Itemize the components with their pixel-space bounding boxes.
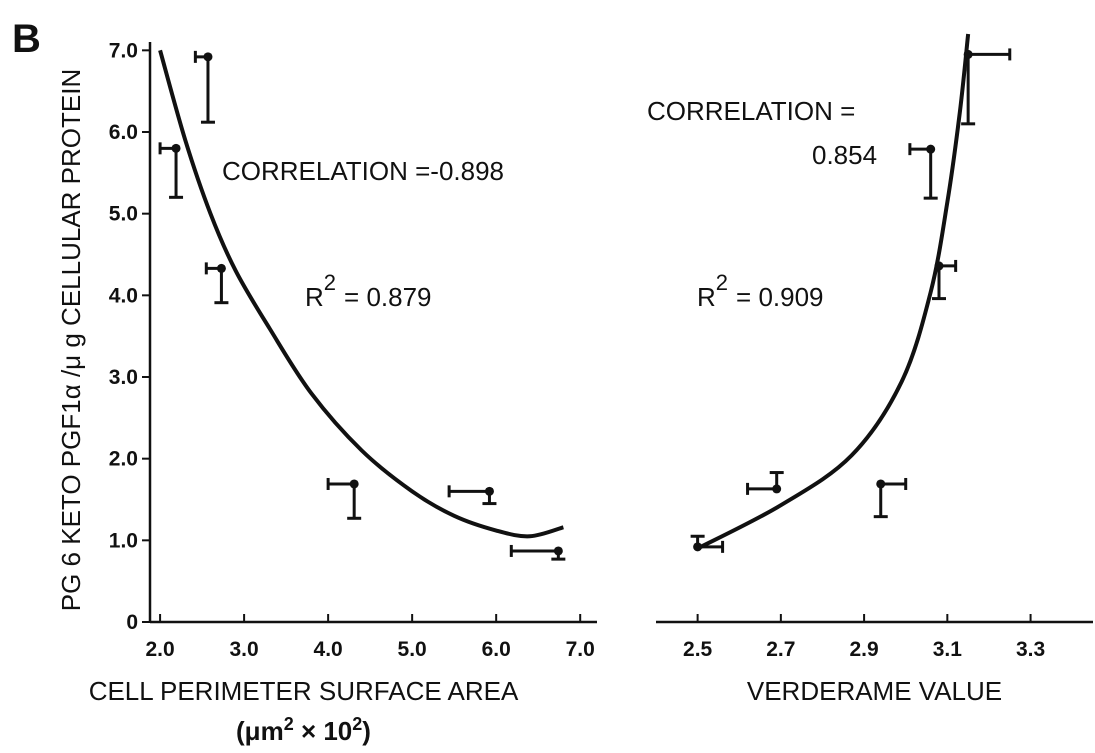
y-tick-label: 3.0 [109, 366, 138, 389]
point [926, 144, 936, 154]
annotation: CORRELATION = [647, 96, 855, 126]
annotation-sup: 2 [716, 270, 728, 295]
annotation-text: CORRELATION = [647, 96, 855, 126]
annotation-text: 0.854 [812, 140, 877, 170]
x-tick-label: 3.3 [1016, 638, 1045, 661]
point [484, 486, 494, 496]
x-tick-label: 6.0 [482, 638, 511, 661]
annotation-tail: = 0.879 [344, 282, 431, 312]
point [876, 479, 886, 489]
x-tick-label: 2.0 [145, 638, 174, 661]
x-axis-label: VERDERAME VALUE [747, 676, 1002, 706]
y-tick-label: 7.0 [109, 39, 138, 62]
x-tick-label: 3.0 [230, 638, 259, 661]
unit-part: 2 [284, 714, 294, 734]
y-axis-label: PG 6 KETO PGF1α /μ g CELLULAR PROTEIN [56, 69, 86, 611]
x-tick-label: 2.7 [766, 638, 795, 661]
y-tick-label: 2.0 [109, 448, 138, 471]
x-axis-label: CELL PERIMETER SURFACE AREA [89, 676, 519, 706]
point [693, 542, 703, 552]
unit-part: 2 [352, 714, 362, 734]
annotation-text: R [697, 282, 716, 312]
y-tick-label: 0 [126, 611, 138, 634]
annotation-text: CORRELATION =-0.898 [222, 156, 504, 186]
annotation-text: R [305, 282, 324, 312]
point [772, 484, 782, 494]
unit-part: ) [362, 716, 371, 746]
y-tick-label: 4.0 [109, 284, 138, 307]
annotation: R2 = 0.879 [305, 270, 432, 312]
annotation-tail: = 0.909 [736, 282, 823, 312]
x-axis-unit: (μm2 × 102) [236, 714, 371, 746]
x-tick-label: 2.5 [683, 638, 713, 661]
x-tick-label: 7.0 [566, 638, 595, 661]
point [349, 479, 359, 489]
point [963, 49, 973, 59]
point [203, 52, 213, 62]
annotation: 0.854 [812, 140, 877, 170]
point [216, 263, 226, 273]
x-tick-label: 3.1 [933, 638, 963, 661]
panel-label: B [12, 17, 41, 61]
x-tick-label: 2.9 [849, 638, 878, 661]
unit-part: (μm [236, 716, 284, 746]
y-tick-label: 5.0 [109, 203, 138, 226]
unit-part: × 10 [294, 716, 353, 746]
y-tick-label: 1.0 [109, 529, 138, 552]
annotation: CORRELATION =-0.898 [222, 156, 504, 186]
point [934, 261, 944, 271]
x-tick-label: 4.0 [314, 638, 343, 661]
annotation: R2 = 0.909 [697, 270, 824, 312]
fit-curve [696, 33, 971, 551]
annotation-sup: 2 [324, 270, 336, 295]
point [171, 143, 181, 153]
fit-curve [158, 49, 564, 539]
y-tick-label: 6.0 [109, 121, 138, 144]
point [553, 546, 563, 556]
x-tick-label: 5.0 [398, 638, 427, 661]
